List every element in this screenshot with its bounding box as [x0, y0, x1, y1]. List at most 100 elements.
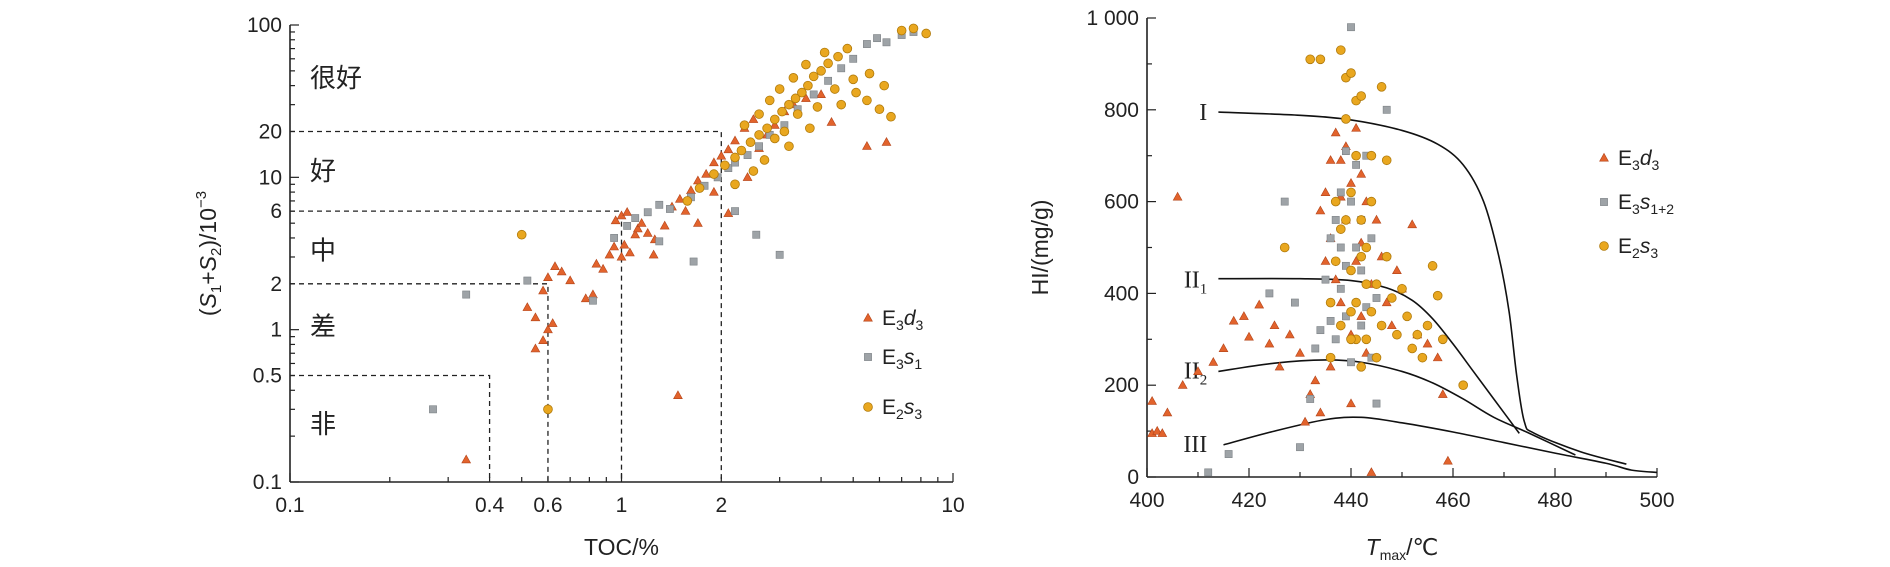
grade-label: 中	[310, 237, 336, 267]
data-point-circle	[908, 23, 919, 34]
data-point-triangle	[723, 144, 734, 154]
x-tick-label: 0.4	[475, 494, 505, 517]
data-point-square	[1336, 188, 1345, 197]
y-tick-label: 20	[259, 120, 282, 143]
data-point-triangle	[530, 312, 541, 322]
data-point-square	[1296, 443, 1304, 452]
data-point-triangle	[1346, 398, 1356, 408]
y-tick-label: 0.5	[253, 365, 282, 388]
data-point-circle	[1356, 91, 1366, 101]
data-point-square	[1347, 23, 1355, 32]
data-point-square	[429, 405, 437, 414]
data-point-circle	[879, 80, 889, 91]
data-point-triangle	[862, 141, 872, 150]
data-point-circle	[720, 160, 730, 171]
data-point-circle	[1346, 334, 1356, 345]
data-point-circle	[784, 99, 794, 110]
legend-marker-triangle	[863, 312, 873, 322]
data-point-square	[849, 54, 858, 63]
data-point-square	[1280, 197, 1289, 206]
data-point-triangle	[1371, 214, 1382, 224]
data-point-square	[1352, 160, 1360, 169]
data-point-triangle	[1422, 338, 1433, 348]
y-tick-label: 800	[1104, 99, 1139, 122]
data-point-triangle	[543, 324, 553, 334]
legend-label: E2s3	[882, 396, 922, 422]
data-point-circle	[842, 43, 853, 54]
data-point-triangle	[709, 186, 719, 196]
data-point-triangle	[1177, 379, 1188, 389]
data-point-triangle	[591, 258, 602, 268]
data-point-triangle	[1172, 191, 1183, 201]
data-point-square	[1382, 105, 1391, 114]
data-point-square	[1316, 326, 1325, 335]
data-point-triangle	[1193, 366, 1203, 375]
y-tick-label: 2	[270, 273, 282, 296]
data-point-triangle	[609, 241, 619, 251]
data-point-square	[1224, 450, 1233, 458]
legend-label: E3d3	[882, 307, 924, 333]
data-point-square	[1306, 395, 1315, 403]
data-point-triangle	[625, 247, 635, 257]
data-point-triangle	[598, 263, 608, 273]
data-point-triangle	[730, 135, 740, 145]
legend-label: E3s1	[882, 346, 922, 372]
threshold-line	[290, 130, 722, 482]
data-point-triangle	[680, 205, 691, 215]
data-point-circle	[762, 123, 772, 134]
data-point-square	[755, 142, 763, 151]
data-point-circle	[896, 25, 907, 36]
data-point-circle	[1351, 297, 1361, 308]
data-point-square	[1336, 284, 1345, 293]
data-point-circle	[1422, 320, 1433, 331]
data-point-circle	[1361, 334, 1372, 345]
data-point-square	[1347, 358, 1355, 367]
data-point-square	[1352, 243, 1360, 252]
data-point-circle	[1432, 290, 1443, 301]
data-point-triangle	[1325, 361, 1336, 371]
x-tick-label: 0.6	[533, 494, 562, 517]
data-point-circle	[764, 95, 775, 106]
data-point-circle	[516, 229, 527, 240]
data-point-triangle	[1351, 256, 1361, 265]
legend-marker-circle	[1599, 241, 1609, 251]
data-point-triangle	[1392, 265, 1402, 274]
legend-marker-triangle	[1599, 152, 1609, 162]
data-point-circle	[1366, 196, 1377, 207]
data-point-circle	[797, 87, 807, 98]
data-point-triangle	[636, 217, 647, 227]
y-tick-label: 100	[247, 14, 282, 37]
data-point-triangle	[1228, 315, 1239, 325]
data-point-triangle	[1335, 155, 1346, 164]
data-point-triangle	[723, 208, 734, 217]
data-point-circle	[759, 155, 770, 165]
data-point-triangle	[686, 185, 696, 194]
data-point-triangle	[1335, 297, 1346, 307]
data-point-square	[809, 90, 818, 99]
data-point-circle	[1336, 45, 1346, 55]
data-point-circle	[1356, 251, 1366, 262]
data-point-circle	[682, 196, 693, 206]
y-axis-title: (S1+S2)/10−3	[193, 191, 225, 316]
x-tick-label: 460	[1435, 489, 1470, 512]
data-point-circle	[833, 51, 843, 62]
threshold-line	[290, 374, 491, 482]
threshold-line	[290, 210, 623, 482]
data-point-circle	[709, 169, 719, 179]
data-point-circle	[1407, 343, 1417, 354]
data-point-triangle	[1254, 299, 1265, 309]
data-point-triangle	[1320, 187, 1331, 196]
data-point-circle	[1376, 82, 1387, 92]
x-tick-label: 500	[1639, 489, 1674, 512]
data-point-circle	[754, 130, 764, 140]
data-point-circle	[1376, 320, 1387, 331]
data-point-triangle	[610, 215, 621, 225]
threshold-line	[290, 283, 549, 482]
y-tick-label: 1	[270, 319, 282, 342]
data-point-circle	[819, 47, 830, 58]
data-point-circle	[1346, 187, 1356, 198]
data-point-circle	[1351, 150, 1361, 161]
data-point-circle	[788, 73, 799, 83]
data-point-circle	[1325, 297, 1336, 308]
